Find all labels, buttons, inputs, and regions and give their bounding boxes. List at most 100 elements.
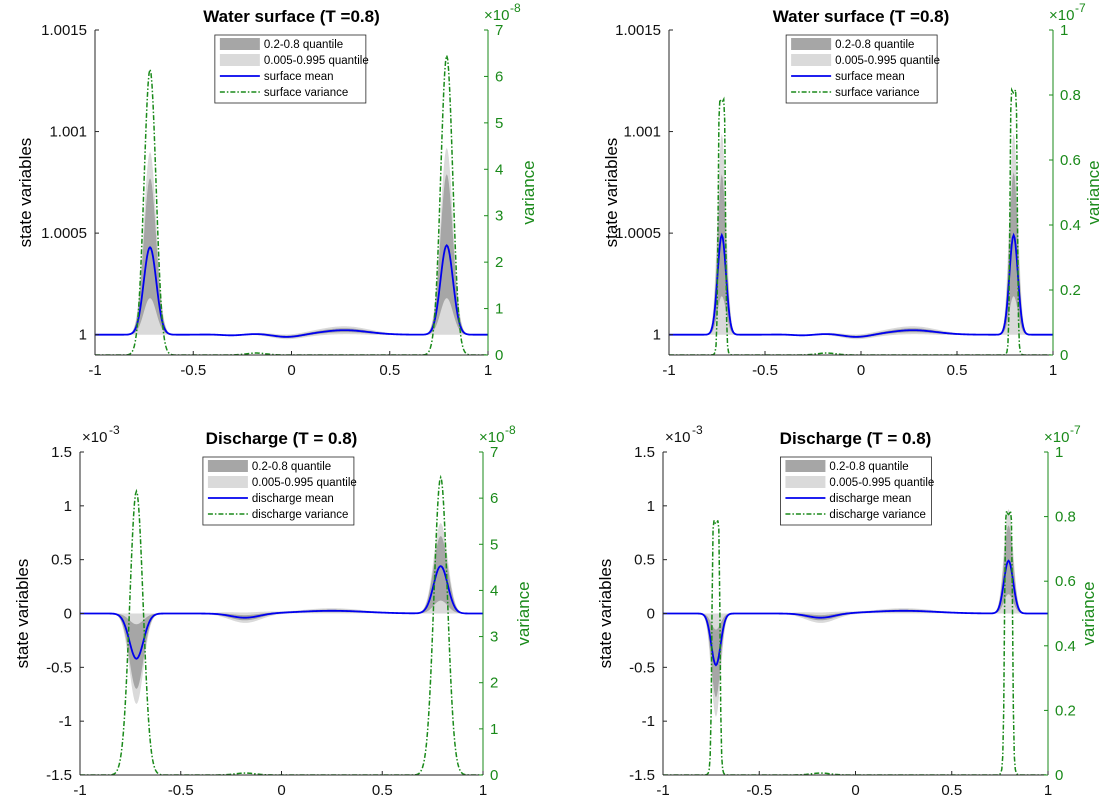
y-exponent-power: -3 [109,423,120,437]
x-tick-label: 1 [479,782,487,799]
y2-tick-label: 0 [1055,767,1063,784]
legend-swatch [791,38,832,50]
legend-box [214,34,367,104]
legend-label: discharge mean [829,493,911,505]
chart-title: Water surface (T =0.8) [773,7,950,26]
y2-tick-label: 5 [490,536,498,553]
y-tick-label: 0 [64,606,72,623]
legend-label: discharge variance [829,509,926,521]
mean-line [663,559,1048,667]
legend-label: 0.2-0.8 quantile [252,461,331,473]
mean-line [80,565,483,660]
y2-exponent: ×10 [479,429,504,446]
y-tick-label: 1 [653,327,661,344]
y2-tick-label: 0.2 [1055,702,1076,719]
chart-panel-2: -1 -0.5 0 0.5 1 1 1.0005 1.001 1.0015 0 0.2 0.4 0.6 0… [602,1,1103,379]
y2-axis-label: variance [1084,160,1103,224]
y-tick-label: 1 [79,327,87,344]
inner-quantile-band [663,525,1048,698]
y2-tick-label: 7 [495,22,503,39]
x-tick-label: 0.5 [947,362,968,379]
x-tick-label: -1 [656,782,669,799]
x-tick-label: 0 [277,782,285,799]
x-tick-label: 0.5 [379,362,400,379]
y2-exponent-power: -8 [505,423,516,437]
chart-panel-1: -1 -0.5 0 0.5 111.00051.0011.001501234567×10… [16,1,538,379]
outer-quantile-band [669,133,1053,340]
x-tick-label: 1 [1049,362,1057,379]
y2-exponent-power: -8 [510,1,521,15]
chart-panel-3: -1 -0.5 0 0.5 1-1.5-1-0.500.511.501234567×10… [13,423,533,799]
y-tick-label: 1.0015 [615,22,661,39]
y-tick-label: 1.0015 [41,22,87,39]
y2-exponent-power: -7 [1075,1,1086,15]
y2-tick-label: 0 [495,347,503,364]
y2-tick-label: 1 [490,721,498,738]
y2-tick-label: 3 [490,629,498,646]
y2-tick-label: 5 [495,115,503,132]
inner-quantile-band [669,172,1053,339]
y2-tick-label: 7 [490,444,498,461]
y2-exponent-power: -7 [1070,423,1081,437]
y-tick-label: 1.001 [623,124,661,141]
y2-tick-label: 0.2 [1060,282,1081,299]
x-tick-label: -1 [73,782,86,799]
chart-title: Discharge (T = 0.8) [780,429,932,448]
x-tick-label: 1 [484,362,492,379]
x-tick-label: -0.5 [168,782,194,799]
y-tick-label: 0 [647,606,655,623]
y-exponent: ×10 [82,429,107,446]
legend-label: surface variance [835,87,919,99]
legend-label: surface mean [264,71,334,83]
chart-title: Discharge (T = 0.8) [206,429,358,448]
y-tick-label: -1.5 [629,767,655,784]
legend-swatch [219,38,260,50]
legend-label: 0.005-0.995 quantile [252,477,357,489]
y2-exponent: ×10 [1044,429,1069,446]
y2-tick-label: 0.8 [1060,87,1081,104]
y-axis-label: state variables [16,138,35,248]
outer-quantile-band [95,147,488,340]
legend-label: 0.2-0.8 quantile [835,39,914,51]
x-tick-label: -0.5 [746,782,772,799]
y-exponent: ×10 [665,429,690,446]
y2-tick-label: 0.4 [1060,217,1081,234]
y-axis-label: state variables [596,559,615,669]
y2-tick-label: 0.8 [1055,509,1076,526]
y-tick-label: 1 [647,498,655,515]
y-tick-label: 0.5 [51,552,72,569]
y2-tick-label: 1 [1055,444,1063,461]
y2-tick-label: 2 [490,675,498,692]
y2-tick-label: 6 [495,68,503,85]
y-axis-label: state variables [13,559,32,669]
y2-tick-label: 3 [495,208,503,225]
y-tick-label: 1.5 [51,444,72,461]
y-tick-label: -1.5 [46,767,72,784]
x-tick-label: 0 [851,782,859,799]
legend-swatch [785,476,826,488]
x-tick-label: 0 [857,362,865,379]
legend-swatch [785,460,826,472]
legend-swatch [207,476,248,488]
legend-label: discharge mean [252,493,334,505]
y2-tick-label: 1 [495,301,503,318]
y2-tick-label: 1 [1060,22,1068,39]
legend-label: 0.2-0.8 quantile [829,461,908,473]
x-tick-label: -1 [88,362,101,379]
plot-area [669,86,1053,355]
y2-tick-label: 0 [1060,347,1068,364]
x-tick-label: 1 [1044,782,1052,799]
x-tick-label: 0 [287,362,295,379]
plot-area [663,509,1048,775]
mean-line [669,232,1053,338]
x-tick-label: 0.5 [372,782,393,799]
legend-label: 0.005-0.995 quantile [835,55,940,67]
y-tick-label: -0.5 [629,659,655,676]
y2-tick-label: 6 [490,490,498,507]
y-tick-label: 1.5 [634,444,655,461]
legend-swatch [791,54,832,66]
y-tick-label: -1 [59,713,72,730]
legend-label: 0.005-0.995 quantile [829,477,934,489]
chart-panel-4: -1 -0.5 0 0.5 1-1.5-1-0.500.511.500.20.40.60… [596,423,1098,799]
